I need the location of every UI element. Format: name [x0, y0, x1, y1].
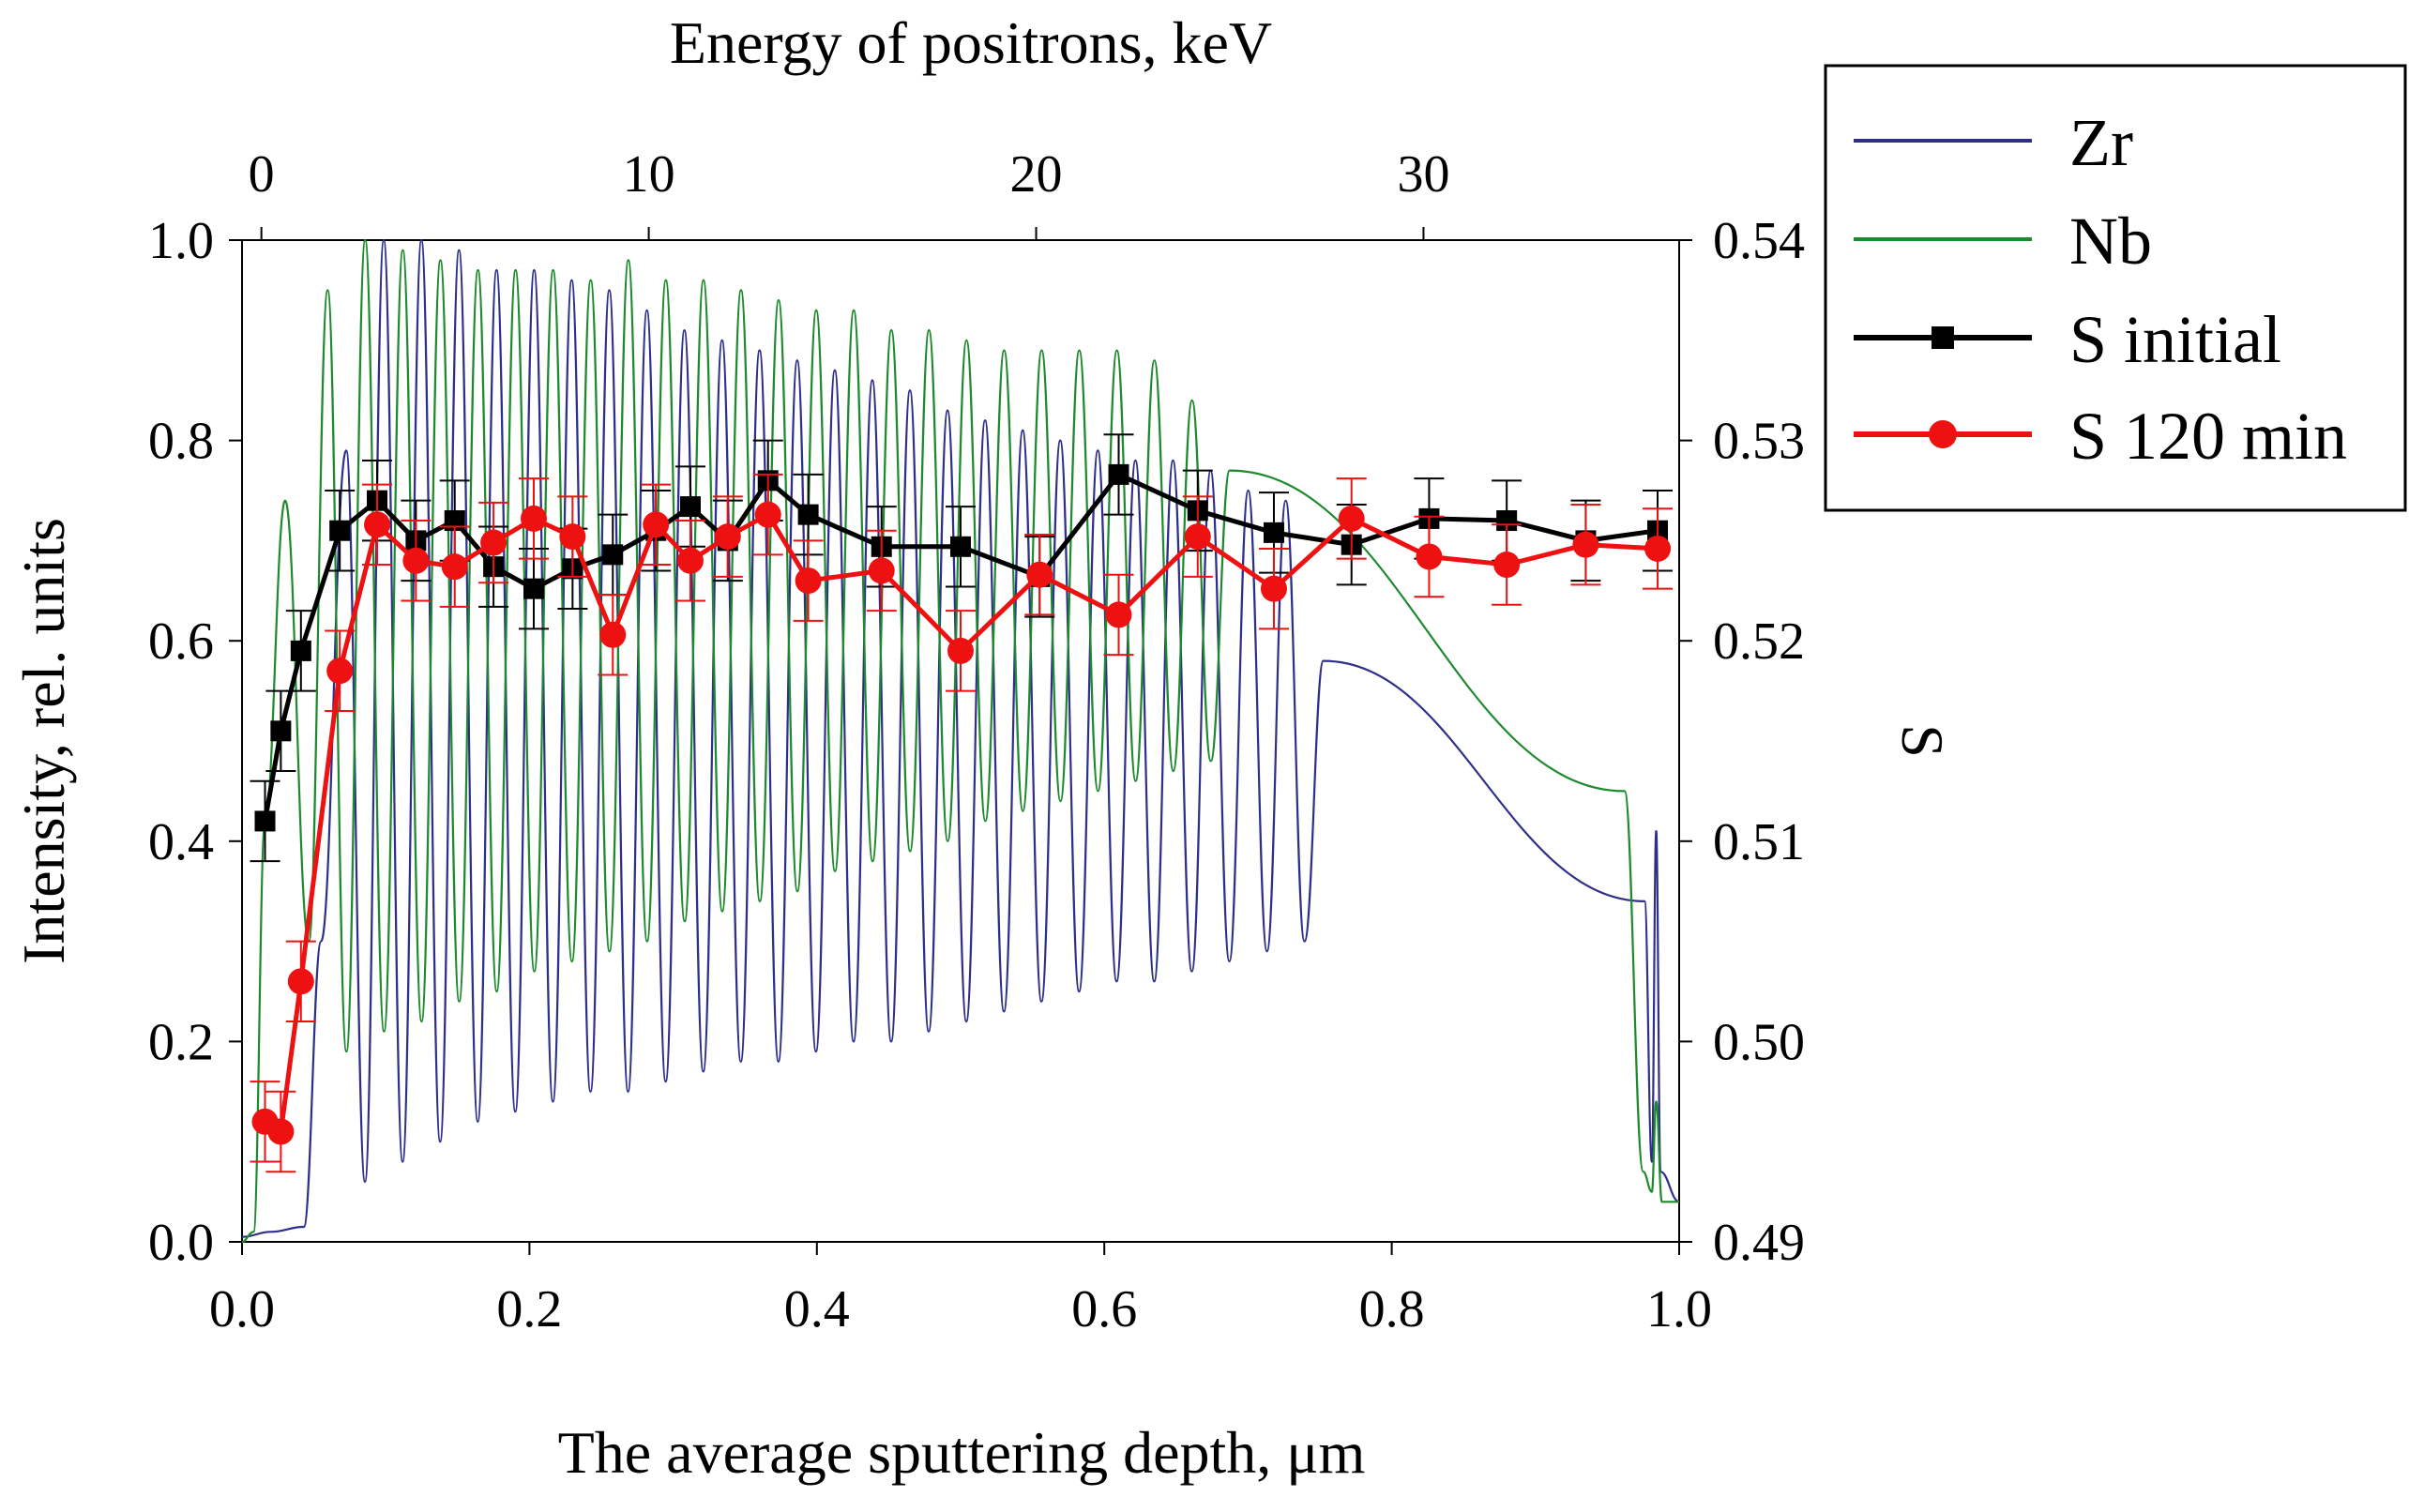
- data-point-circle: [267, 1118, 295, 1145]
- legend-label-zr: Zr: [2069, 105, 2133, 180]
- data-point-square: [1263, 522, 1284, 543]
- data-point-square: [1108, 463, 1129, 485]
- data-point-square: [1496, 510, 1518, 532]
- data-point-square: [290, 640, 311, 661]
- data-point-square: [797, 504, 819, 525]
- data-point-circle: [1105, 601, 1132, 628]
- data-point-square: [950, 536, 971, 557]
- y2-tick-label: 0.51: [1713, 813, 1805, 871]
- legend: Zr Nb S initial S 120 min: [1824, 64, 2407, 512]
- y-tick-label: 0.8: [148, 413, 214, 471]
- data-point-circle: [1416, 543, 1443, 570]
- y-tick-label: 0.6: [148, 612, 214, 671]
- data-point-circle: [599, 621, 627, 648]
- y2-axis-title: S: [1889, 724, 1956, 758]
- data-point-circle: [1572, 531, 1599, 558]
- data-point-square: [329, 520, 351, 541]
- y-tick-label: 0.2: [148, 1013, 214, 1071]
- data-point-circle: [480, 529, 508, 556]
- y2-tick-label: 0.54: [1713, 212, 1805, 270]
- x-tick-label: 0.6: [1071, 1280, 1137, 1338]
- data-point-circle: [1260, 575, 1287, 602]
- data-point-circle: [795, 567, 822, 595]
- legend-marker-s-initial: [1932, 326, 1954, 349]
- x-tick-label: 1.0: [1646, 1280, 1712, 1338]
- y-tick-label: 0.4: [148, 813, 214, 871]
- y-tick-label: 0.0: [148, 1214, 214, 1272]
- data-point-circle: [441, 553, 468, 581]
- x-tick-label: 0.2: [496, 1280, 562, 1338]
- data-point-circle: [1184, 523, 1211, 551]
- x-axis-title: The average sputtering depth, μm: [558, 1419, 1366, 1486]
- y-tick-label: 1.0: [148, 212, 214, 270]
- ticks-layer: 0.0 0.2 0.4 0.6 0.8 1.0 0 10 20 30 0.0 0.2 0.4 0.6 0.8…: [148, 145, 1805, 1338]
- plot-area: [241, 239, 1680, 1243]
- data-point-circle: [520, 505, 547, 532]
- legend-marker-s-120: [1929, 420, 1957, 448]
- y2-tick-label: 0.53: [1713, 413, 1805, 471]
- data-point-circle: [326, 658, 354, 685]
- data-point-circle: [868, 557, 895, 584]
- s-series-layer: [250, 433, 1674, 1173]
- data-point-circle: [1026, 561, 1053, 588]
- x2-axis-title: Energy of positrons, keV: [670, 9, 1272, 76]
- data-point-square: [679, 496, 701, 518]
- data-point-circle: [559, 523, 586, 551]
- data-point-circle: [1644, 535, 1672, 562]
- data-point-square: [523, 578, 544, 599]
- data-point-circle: [947, 637, 974, 664]
- x2-tick-label: 30: [1397, 145, 1449, 204]
- data-point-circle: [676, 547, 704, 574]
- data-point-square: [602, 544, 624, 566]
- data-point-circle: [402, 547, 430, 574]
- zr-curve: [241, 238, 1680, 1238]
- y2-tick-label: 0.50: [1713, 1013, 1805, 1071]
- legend-label-s-initial: S initial: [2069, 302, 2281, 377]
- y2-tick-label: 0.52: [1713, 612, 1805, 671]
- data-point-circle: [714, 523, 741, 551]
- x-tick-label: 0.4: [784, 1280, 850, 1338]
- data-point-square: [270, 720, 292, 742]
- x2-tick-label: 20: [1010, 145, 1063, 204]
- data-point-square: [254, 810, 276, 832]
- legend-label-nb: Nb: [2069, 204, 2152, 279]
- x2-tick-label: 10: [623, 145, 675, 204]
- curves-layer: [241, 238, 1680, 1244]
- y2-tick-label: 0.49: [1713, 1214, 1805, 1272]
- x-tick-label: 0.8: [1359, 1280, 1425, 1338]
- data-point-circle: [1493, 552, 1521, 579]
- data-point-circle: [643, 511, 670, 538]
- x-tick-label: 0.0: [209, 1280, 275, 1338]
- x2-tick-label: 0: [249, 145, 275, 204]
- data-point-circle: [754, 501, 781, 528]
- legend-label-s-120: S 120 min: [2069, 399, 2347, 474]
- data-point-circle: [287, 968, 314, 995]
- data-point-circle: [1338, 505, 1365, 532]
- nb-curve: [241, 238, 1679, 1244]
- y-axis-title: Intensity, rel. units: [10, 518, 77, 964]
- data-point-circle: [364, 511, 391, 538]
